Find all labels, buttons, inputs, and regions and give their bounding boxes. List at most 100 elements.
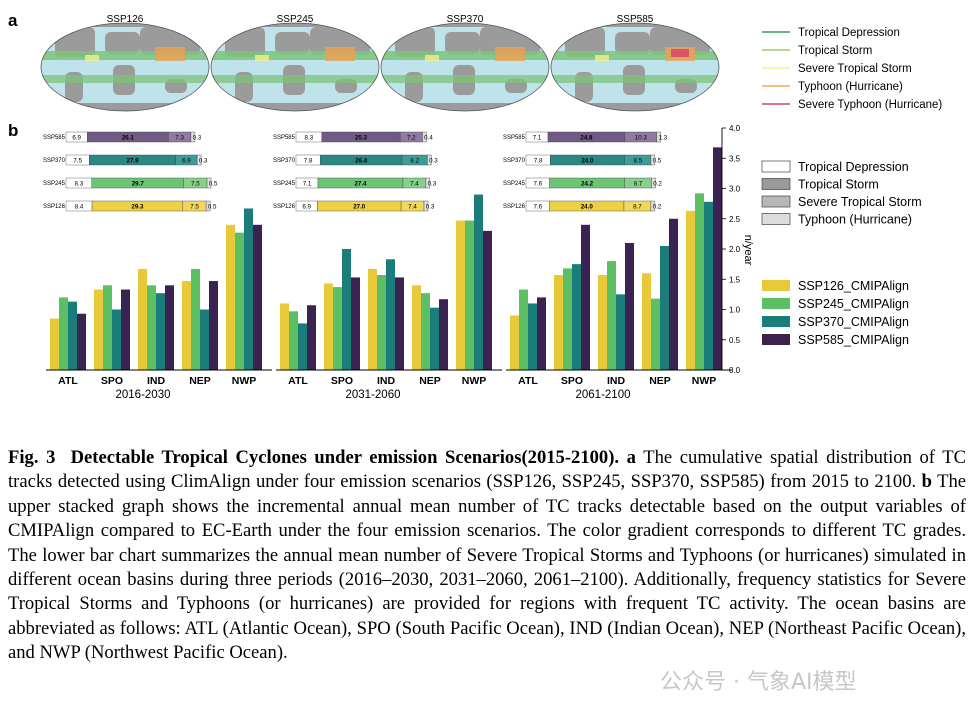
basin-tick-label: IND xyxy=(607,375,626,387)
stack-segment xyxy=(190,131,196,143)
panel-b-label: b xyxy=(8,121,18,140)
chart-2031-2060: ATL SPO IND NEP NWP 2031-2060 SSP585 8.3 25.3 7.2… xyxy=(273,131,502,401)
bar-NWP-SSP585_CMIPAlign xyxy=(483,230,492,370)
bar-NEP-SSP126_CMIPAlign xyxy=(412,285,421,370)
track-hotspot xyxy=(255,55,269,61)
track-band-north xyxy=(211,51,379,60)
stack-value-label: 0.3 xyxy=(429,158,438,165)
basin-tick-label: NWP xyxy=(462,375,487,387)
stack-scenario-label: SSP126 xyxy=(43,204,66,210)
bar-ATL-SSP585_CMIPAlign xyxy=(307,305,316,370)
stack-value-label: 8.7 xyxy=(634,181,643,188)
bar-NWP-SSP126_CMIPAlign xyxy=(686,210,695,370)
track-legend-label: Severe Tropical Storm xyxy=(798,63,912,75)
scenario-legend-label: SSP370_CMIPAlign xyxy=(798,315,909,329)
bar-NEP-SSP126_CMIPAlign xyxy=(182,281,191,370)
stack-value-label: 7.1 xyxy=(533,135,542,142)
stack-scenario-label: SSP370 xyxy=(43,158,66,164)
stack-value-label: 7.3 xyxy=(175,135,184,142)
bar-NWP-SSP245_CMIPAlign xyxy=(235,232,244,370)
track-hotspot xyxy=(425,55,439,61)
track-band-north xyxy=(381,51,549,60)
map-outline xyxy=(550,22,720,112)
stack-value-label: 7.4 xyxy=(410,181,419,188)
stack-value-label: 7.5 xyxy=(191,181,200,188)
stack-segment xyxy=(423,200,429,212)
track-hotspot xyxy=(325,47,355,61)
track-band-south xyxy=(551,75,719,83)
stack-value-label: 27.4 xyxy=(354,181,367,188)
figure-canvas: a SSP126 SSP245 SSP370 SSP585 Tropical Depr… xyxy=(8,11,942,401)
bar-ATL-SSP370_CMIPAlign xyxy=(528,303,537,370)
map-outline xyxy=(210,22,380,112)
bar-SPO-SSP370_CMIPAlign xyxy=(342,249,351,370)
map-title: SSP370 xyxy=(447,14,484,25)
bar-NEP-SSP245_CMIPAlign xyxy=(421,293,430,370)
stack-scenario-label: SSP245 xyxy=(273,181,296,187)
land xyxy=(105,32,140,54)
basin-tick-label: ATL xyxy=(58,375,78,387)
grade-legend-swatch xyxy=(761,213,791,225)
bar-IND-SSP585_CMIPAlign xyxy=(395,277,404,370)
track-legend-label: Typhoon (Hurricane) xyxy=(798,81,903,93)
stack-value-label: 26.4 xyxy=(355,158,368,165)
stack-segment xyxy=(656,131,662,143)
stack-segment xyxy=(427,154,432,166)
map-title: SSP245 xyxy=(277,14,314,25)
stack-scenario-label: SSP245 xyxy=(503,181,526,187)
stack-scenario-label: SSP370 xyxy=(273,158,296,164)
bar-SPO-SSP126_CMIPAlign xyxy=(94,289,103,370)
track-hotspot xyxy=(85,55,99,61)
bar-IND-SSP126_CMIPAlign xyxy=(138,268,147,370)
bar-IND-SSP245_CMIPAlign xyxy=(377,275,386,370)
bar-NWP-SSP126_CMIPAlign xyxy=(226,224,235,370)
basin-tick-label: SPO xyxy=(101,375,123,387)
stack-value-label: 26.1 xyxy=(122,135,135,142)
caption-title: Detectable Tropical Cyclones under emiss… xyxy=(70,447,620,468)
stack-value-label: 0.3 xyxy=(426,204,435,211)
grade-legend-swatch xyxy=(761,178,791,190)
grade-legend: Tropical Depression Tropical Storm Severe … xyxy=(761,160,922,227)
bar-NEP-SSP126_CMIPAlign xyxy=(642,273,651,370)
stack-scenario-label: SSP245 xyxy=(43,181,66,187)
bar-NWP-SSP245_CMIPAlign xyxy=(465,220,474,370)
stack-value-label: 25.3 xyxy=(355,135,368,142)
track-band-south xyxy=(381,75,549,83)
stack-value-label: 24.0 xyxy=(581,158,594,165)
bar-ATL-SSP126_CMIPAlign xyxy=(280,303,289,370)
basin-tick-label: ATL xyxy=(288,375,308,387)
stack-value-label: 0.5 xyxy=(208,204,217,211)
grade-legend-label: Typhoon (Hurricane) xyxy=(798,213,912,227)
stack-scenario-label: SSP126 xyxy=(503,204,526,210)
bar-ATL-SSP370_CMIPAlign xyxy=(298,323,307,370)
stack-value-label: 6.9 xyxy=(302,204,311,211)
bar-SPO-SSP585_CMIPAlign xyxy=(581,224,590,370)
track-hotspot xyxy=(155,47,185,61)
land xyxy=(381,103,549,111)
stack-value-label: 24.2 xyxy=(581,181,594,188)
bar-SPO-SSP126_CMIPAlign xyxy=(324,283,333,370)
caption-a-text: The cumulative spatial distribution of T… xyxy=(8,447,966,493)
basin-tick-label: SPO xyxy=(561,375,583,387)
panel-a-label: a xyxy=(8,11,18,30)
stack-value-label: 0.5 xyxy=(209,181,218,188)
stack-value-label: 8.3 xyxy=(75,181,84,188)
basin-tick-label: NEP xyxy=(419,375,441,387)
period-label: 2031-2060 xyxy=(346,389,401,401)
caption-a-label: a xyxy=(626,447,636,468)
stack-value-label: 8.7 xyxy=(633,204,642,211)
y-tick-label: 0.5 xyxy=(729,336,741,345)
stack-value-label: 7.6 xyxy=(533,204,542,211)
basin-tick-label: IND xyxy=(377,375,396,387)
grade-legend-swatch xyxy=(761,195,791,208)
bar-IND-SSP126_CMIPAlign xyxy=(368,268,377,370)
stack-scenario-label: SSP585 xyxy=(503,135,526,141)
bar-IND-SSP585_CMIPAlign xyxy=(625,242,634,370)
scenario-legend-label: SSP126_CMIPAlign xyxy=(798,279,909,293)
bar-IND-SSP245_CMIPAlign xyxy=(147,285,156,370)
period-label: 2061-2100 xyxy=(576,389,631,401)
map-outline xyxy=(40,22,210,112)
bar-NEP-SSP370_CMIPAlign xyxy=(660,245,669,370)
map-body xyxy=(381,23,549,111)
bar-ATL-SSP126_CMIPAlign xyxy=(50,318,59,370)
